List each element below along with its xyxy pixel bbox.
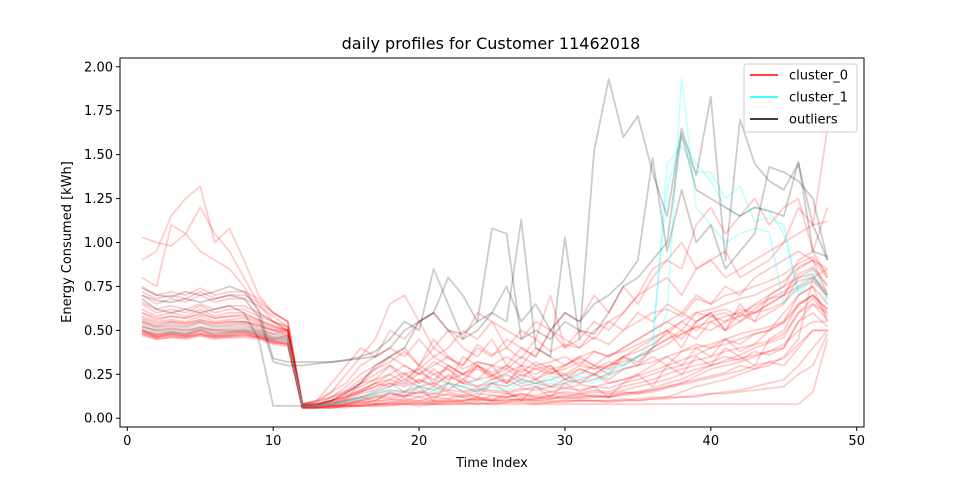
x-axis-label: Time Index: [455, 456, 528, 471]
series-line-cluster-0-20: [141, 297, 829, 407]
series-line-cluster-0-5: [141, 250, 829, 407]
series-line-cluster-0-27: [141, 303, 829, 409]
series-line-cluster-0-18: [141, 276, 829, 407]
series-line-cluster-0-29: [141, 294, 829, 409]
series-line-outliers-3: [141, 157, 829, 407]
series-line-cluster-0-22: [141, 273, 829, 407]
series-line-cluster-0-4: [141, 303, 828, 407]
series-line-outliers-1: [141, 132, 828, 363]
y-tick-label: 1.00: [84, 236, 113, 251]
y-tick-label: 1.50: [84, 148, 113, 163]
y-tick-label: 0.50: [84, 324, 113, 339]
y-tick-label: 0.75: [84, 280, 113, 295]
series-line-cluster-0-21: [141, 311, 829, 409]
y-tick-label: 0.00: [84, 412, 113, 427]
legend-label-outliers: outliers: [789, 113, 838, 128]
legend-label-cluster-0: cluster_0: [789, 69, 848, 84]
series-line-cluster-0-1: [141, 268, 828, 407]
y-tick-label: 2.00: [84, 60, 113, 75]
series-line-cluster-0-25: [141, 280, 829, 407]
series-line-cluster-0-23: [141, 276, 829, 406]
series-line-cluster-1-1: [141, 76, 829, 407]
series-line-cluster-0-24: [141, 329, 828, 409]
series-lines: [141, 76, 829, 409]
series-line-cluster-1-3: [141, 136, 829, 407]
x-tick-label: 50: [848, 434, 865, 449]
y-tick-label: 0.25: [84, 368, 113, 383]
chart-title: daily profiles for Customer 11462018: [342, 34, 641, 53]
y-tick-label: 1.75: [84, 104, 113, 119]
series-line-cluster-0-14: [141, 128, 829, 406]
x-tick-label: 30: [557, 434, 574, 449]
series-line-cluster-0-12: [141, 285, 829, 407]
series-line-cluster-0-26: [141, 266, 829, 407]
y-axis-label: Energy Consumed [kWh]: [60, 161, 75, 323]
series-line-cluster-0-17: [141, 250, 828, 406]
y-axis-ticks: 0.00 0.25 0.50 0.75 1.00 1.25 1.50 1.75 2.00: [84, 60, 120, 427]
x-tick-label: 40: [703, 434, 720, 449]
series-line-cluster-0-9: [141, 267, 829, 406]
legend-frame: [743, 63, 858, 133]
series-line-cluster-0-8: [141, 329, 829, 407]
x-axis-ticks: 0 10 20 30 40 50: [123, 427, 865, 449]
series-line-cluster-0-19: [141, 294, 829, 407]
series-line-cluster-0-28: [141, 259, 829, 407]
series-line-cluster-0-11: [141, 294, 829, 409]
series-line-cluster-0-10: [141, 318, 828, 407]
series-line-cluster-0-30: [141, 255, 829, 406]
series-line-cluster-0-2: [141, 333, 829, 409]
x-tick-label: 20: [411, 434, 428, 449]
series-line-cluster-0-13: [141, 333, 829, 409]
legend-label-cluster-1: cluster_1: [789, 91, 848, 106]
legend: cluster_0 cluster_1 outliers: [743, 63, 858, 133]
series-line-cluster-1-2: [141, 144, 829, 407]
x-tick-label: 10: [265, 434, 282, 449]
series-line-cluster-0-3: [141, 285, 829, 406]
series-line-cluster-0-16: [141, 206, 828, 406]
series-line-cluster-0-6: [141, 329, 828, 409]
x-tick-label: 0: [123, 434, 131, 449]
series-line-outliers-2: [141, 78, 829, 367]
series-line-cluster-0-15: [141, 185, 829, 406]
y-tick-label: 1.25: [84, 192, 113, 207]
series-line-cluster-0-7: [141, 259, 829, 407]
